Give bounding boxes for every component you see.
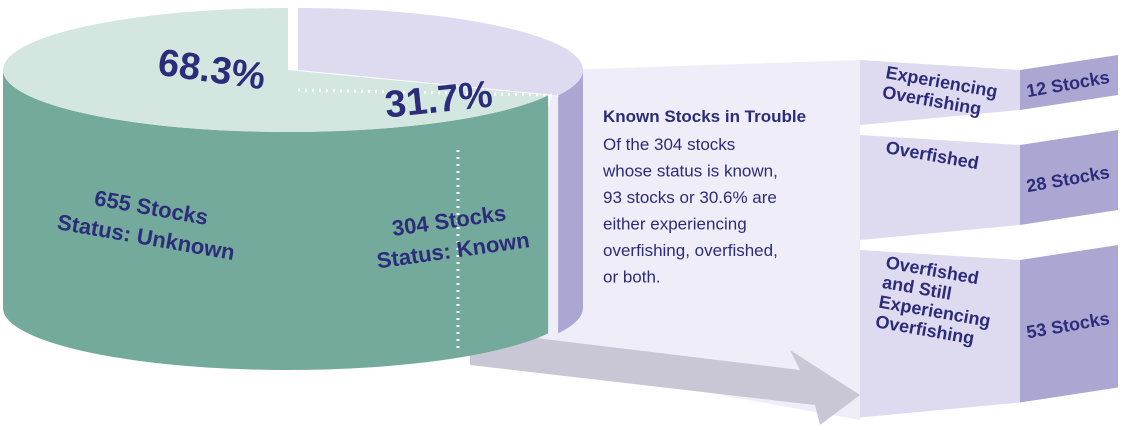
breakdown-text: or both. bbox=[603, 268, 661, 287]
breakdown-text: whose status is known, bbox=[602, 162, 778, 181]
infographic: 68.3%655 StocksStatus: Unknown31.7%304 S… bbox=[0, 0, 1122, 430]
breakdown-text: overfishing, overfished, bbox=[603, 241, 778, 260]
breakdown-text: Of the 304 stocks bbox=[603, 135, 735, 154]
breakdown-title: Known Stocks in Trouble bbox=[603, 107, 806, 126]
slice-side bbox=[558, 70, 583, 333]
breakdown-text: 93 stocks or 30.6% are bbox=[603, 188, 777, 207]
breakdown-text: either experiencing bbox=[603, 215, 747, 234]
